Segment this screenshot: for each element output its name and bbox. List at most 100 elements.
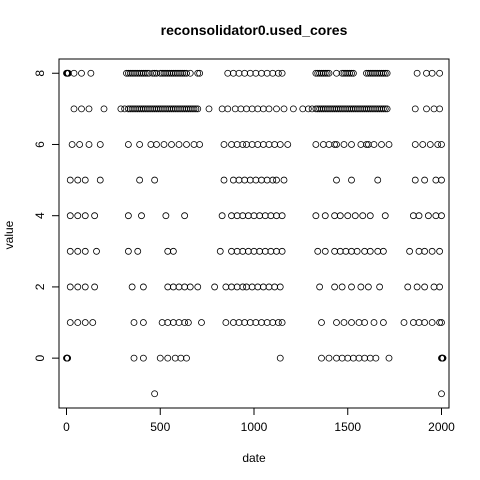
data-point	[348, 141, 355, 148]
data-point	[248, 283, 256, 291]
data-point	[252, 176, 260, 184]
data-point	[70, 105, 78, 113]
data-point	[370, 141, 378, 148]
data-point	[139, 283, 147, 291]
data-point	[164, 354, 172, 362]
data-point	[164, 319, 172, 326]
data-point	[256, 247, 264, 255]
data-point	[325, 69, 333, 77]
data-point	[183, 69, 190, 77]
data-point	[239, 212, 247, 220]
data-point	[205, 105, 213, 113]
data-point	[348, 319, 355, 326]
data-point	[430, 283, 438, 291]
data-point	[348, 69, 355, 77]
data-point	[366, 247, 374, 255]
data-point	[269, 319, 277, 326]
data-point	[338, 354, 346, 362]
data-point	[428, 319, 436, 326]
data-point	[175, 283, 183, 291]
data-point	[91, 283, 99, 291]
data-point	[175, 141, 183, 148]
data-point	[361, 247, 369, 255]
data-point	[241, 176, 249, 184]
data-point	[349, 69, 357, 77]
data-point	[436, 105, 444, 113]
data-point	[376, 283, 384, 291]
data-point	[222, 319, 230, 326]
data-point	[235, 69, 243, 77]
data-point	[346, 69, 354, 77]
data-point	[409, 319, 417, 326]
data-point	[379, 247, 387, 255]
data-point	[74, 283, 82, 291]
data-point	[364, 283, 372, 291]
data-point	[351, 212, 359, 220]
data-point	[183, 141, 190, 148]
data-point	[85, 141, 93, 148]
data-point	[411, 105, 419, 113]
data-point	[374, 247, 382, 255]
data-point	[381, 105, 389, 113]
data-point	[85, 105, 93, 113]
data-point	[338, 283, 346, 291]
data-point	[438, 390, 445, 398]
data-point	[404, 283, 412, 291]
data-point	[74, 176, 82, 184]
data-point	[258, 176, 265, 184]
data-point	[192, 105, 200, 113]
data-point	[235, 176, 243, 184]
data-point	[241, 69, 249, 77]
data-point	[319, 141, 327, 148]
data-point	[222, 283, 230, 291]
data-point	[267, 247, 275, 255]
data-point	[321, 212, 329, 220]
data-point	[333, 141, 340, 148]
data-point	[70, 69, 78, 77]
data-point	[428, 247, 436, 255]
data-point	[181, 283, 189, 291]
data-point	[254, 283, 262, 291]
data-point	[246, 176, 254, 184]
data-point	[254, 141, 262, 148]
data-point	[366, 212, 374, 220]
data-point	[151, 390, 159, 398]
data-point	[421, 319, 429, 326]
data-point	[340, 319, 348, 326]
data-point	[246, 319, 254, 326]
data-point	[259, 105, 267, 113]
data-point	[321, 247, 329, 255]
data-point	[331, 141, 339, 148]
data-point	[156, 354, 164, 362]
data-point	[278, 212, 286, 220]
data-point	[81, 283, 89, 291]
data-point	[411, 176, 419, 184]
data-point	[344, 354, 352, 362]
data-point	[378, 141, 385, 148]
data-point	[304, 105, 312, 113]
data-point	[243, 283, 250, 291]
data-point	[184, 319, 192, 326]
data-point	[321, 69, 329, 77]
data-point	[81, 247, 89, 255]
data-point	[130, 319, 138, 326]
data-point	[413, 69, 421, 77]
data-point	[331, 283, 339, 291]
data-point	[183, 354, 190, 362]
data-point	[259, 141, 267, 148]
data-point	[333, 69, 340, 77]
data-point	[318, 319, 325, 326]
data-point	[141, 69, 149, 77]
data-point	[100, 105, 108, 113]
data-point	[379, 319, 387, 326]
data-point	[153, 141, 160, 148]
data-point	[432, 212, 440, 220]
data-point	[228, 141, 235, 148]
data-point	[415, 212, 423, 220]
data-point	[177, 354, 185, 362]
data-point	[96, 141, 104, 148]
data-point	[348, 247, 355, 255]
data-point	[271, 283, 279, 291]
data-point	[96, 176, 104, 184]
